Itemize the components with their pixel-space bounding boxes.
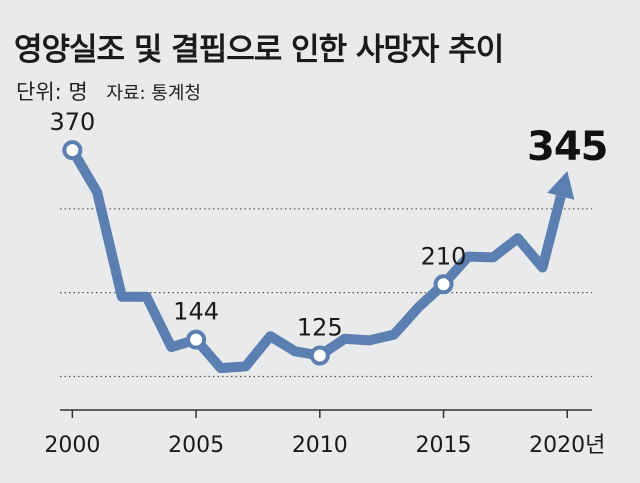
chart-title: 영양실조 및 결핍으로 인한 사망자 추이	[14, 32, 504, 68]
x-tick-label: 2010	[292, 433, 348, 458]
data-label-highlight: 345	[527, 124, 608, 170]
source-label: 자료: 통계청	[106, 83, 201, 104]
data-point-marker	[186, 329, 207, 350]
data-label: 144	[173, 298, 219, 326]
x-tick-label: 2005	[168, 433, 224, 458]
x-tick-label: 2015	[416, 433, 472, 458]
x-tick-label: 2020년	[529, 433, 605, 458]
x-tick-label: 2000	[44, 433, 100, 458]
data-point-marker	[309, 345, 330, 366]
data-point-marker	[62, 140, 83, 161]
chart-subtitle: 단위: 명 자료: 통계청	[16, 76, 201, 106]
data-label: 370	[49, 108, 95, 136]
unit-label: 단위: 명	[16, 80, 88, 104]
data-label: 125	[297, 314, 343, 342]
data-point-marker	[433, 274, 454, 295]
trend-arrow-head	[547, 171, 575, 200]
data-label: 210	[421, 242, 467, 270]
